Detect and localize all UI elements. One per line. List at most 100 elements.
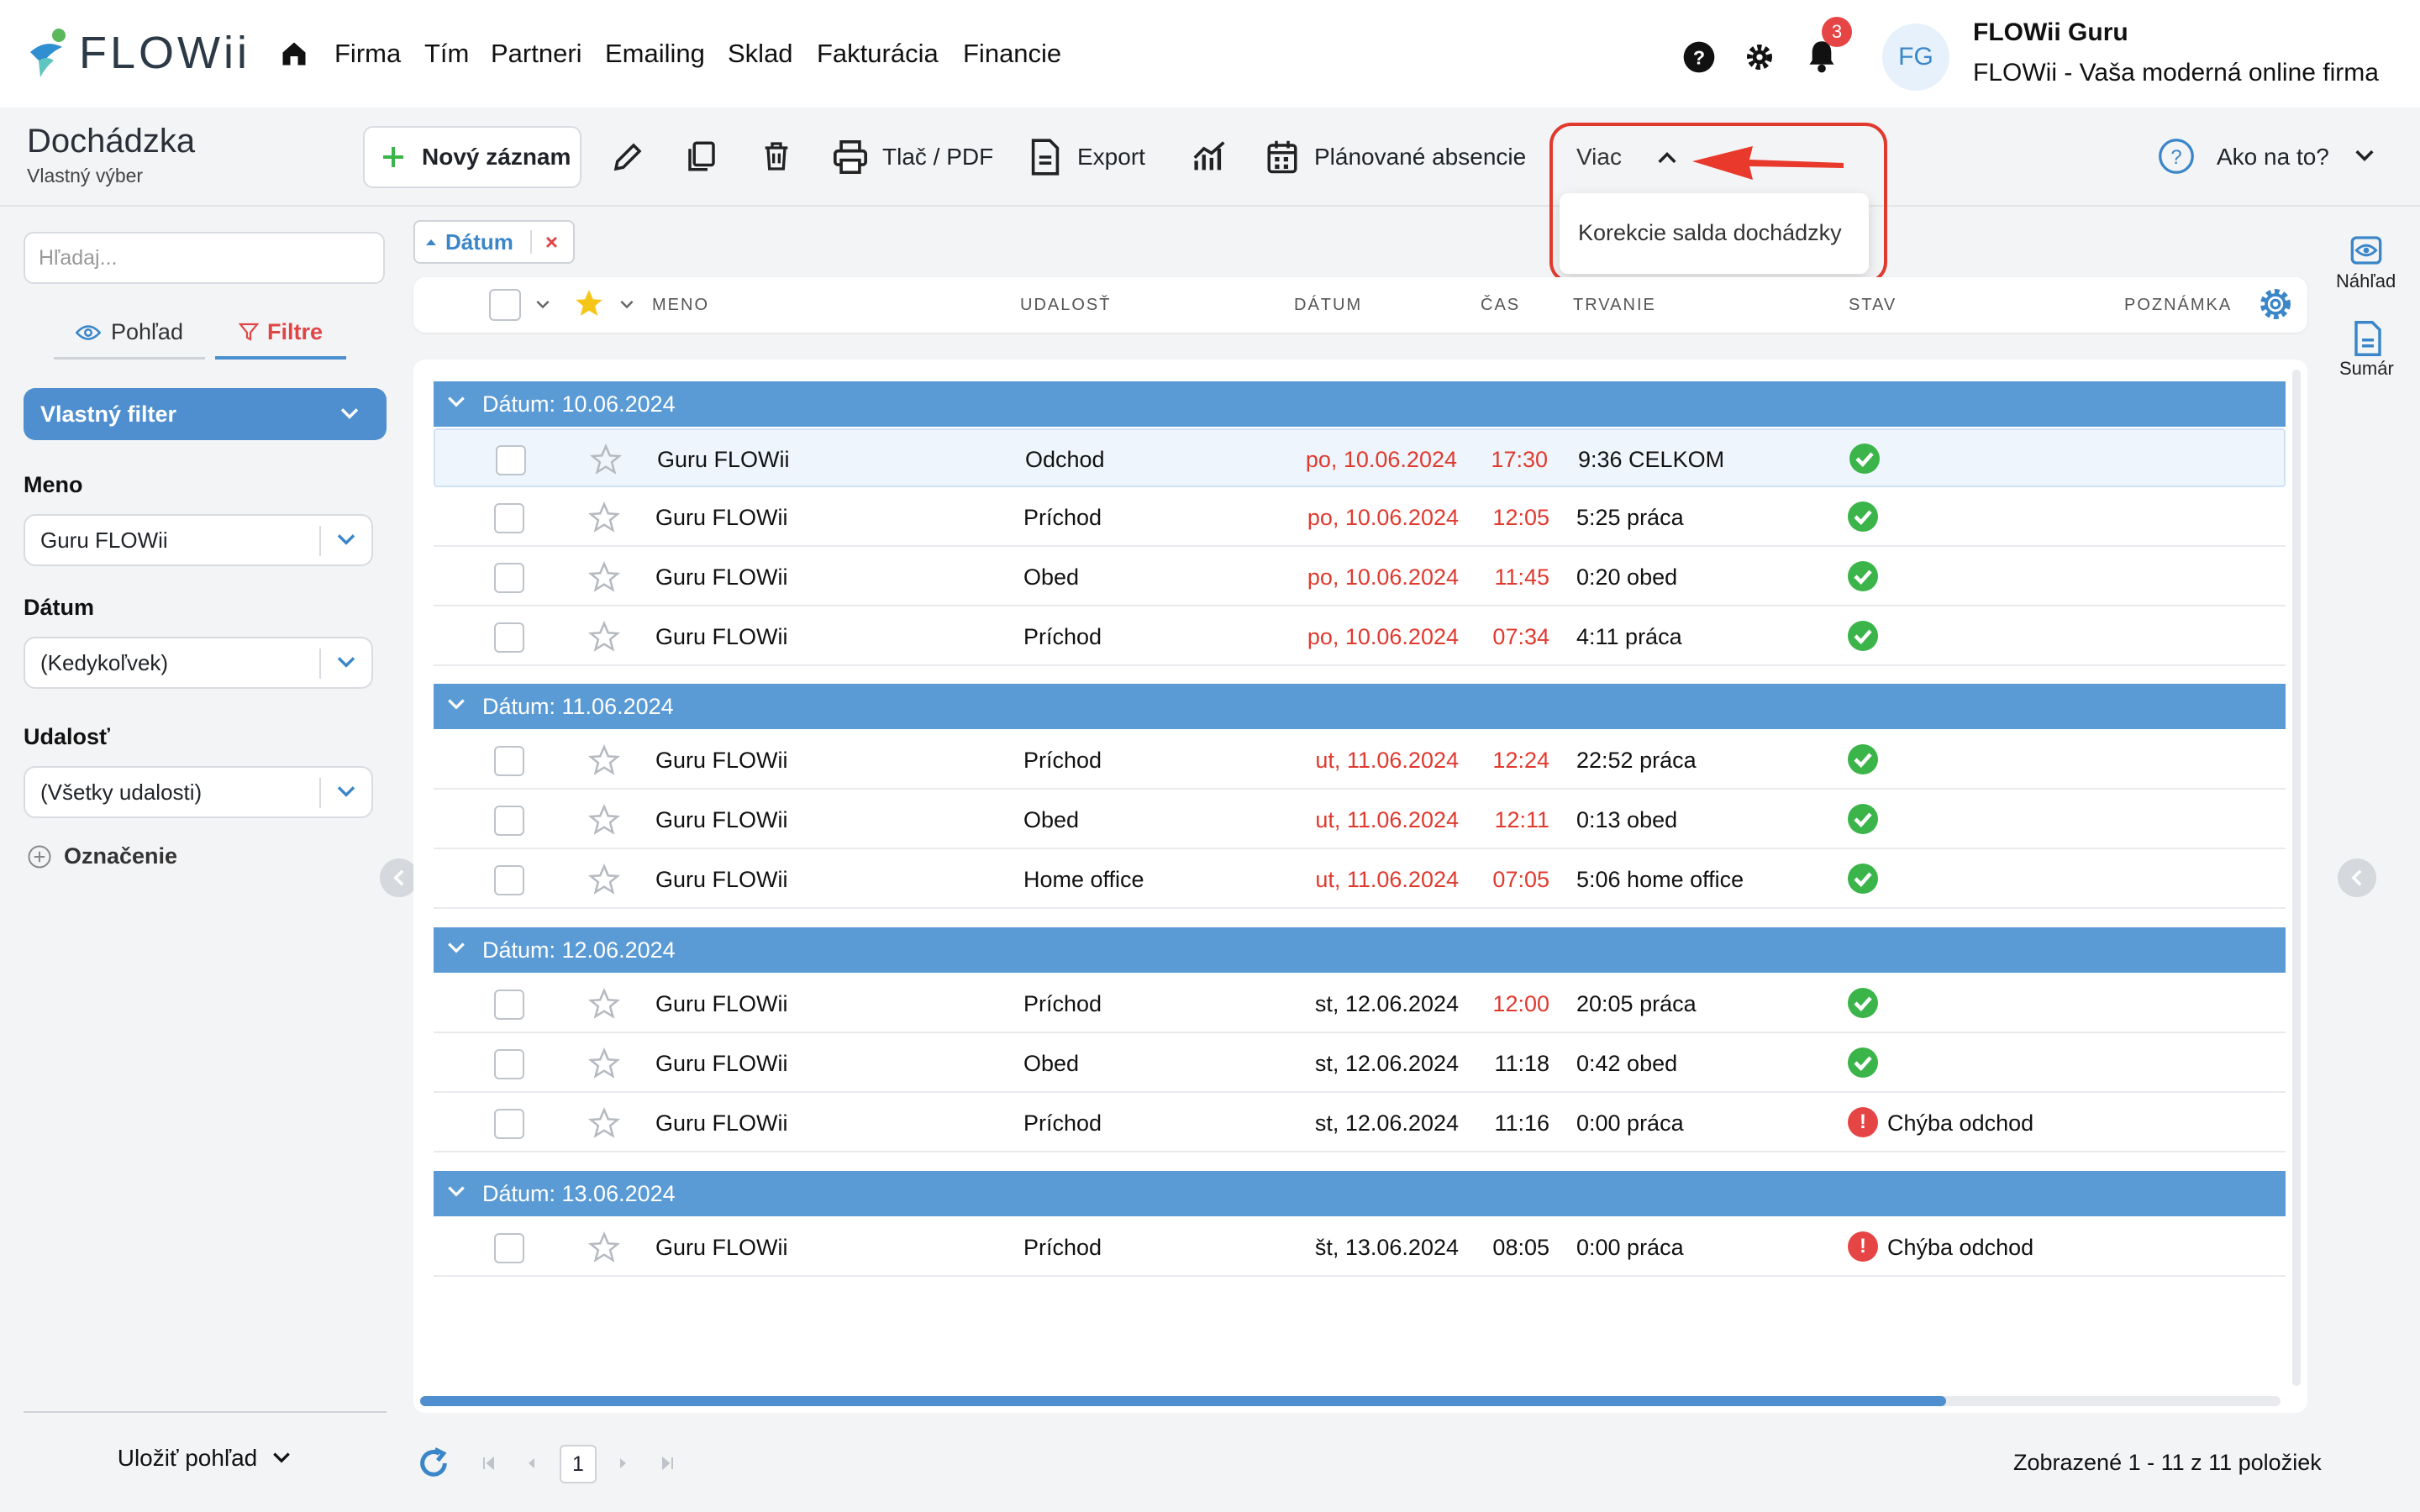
- remove-x-icon[interactable]: ×: [544, 228, 559, 255]
- collapse-right-panel-button[interactable]: [2338, 858, 2376, 897]
- current-page[interactable]: 1: [560, 1445, 597, 1483]
- delete-trash-icon[interactable]: [760, 138, 793, 175]
- star-outline-icon[interactable]: [590, 444, 622, 475]
- group-chip-date[interactable]: Dátum ×: [413, 220, 575, 264]
- chevron-down-icon[interactable]: [2353, 148, 2376, 165]
- group-header[interactable]: Dátum: 12.06.2024: [434, 927, 2286, 973]
- column-event[interactable]: UDALOSŤ: [1020, 296, 1112, 314]
- nav-emailing[interactable]: Emailing: [605, 39, 705, 68]
- user-name[interactable]: FLOWii Guru: [1973, 18, 2128, 46]
- vertical-scrollbar[interactable]: [2292, 370, 2301, 1386]
- column-status[interactable]: STAV: [1849, 296, 1897, 314]
- star-outline-icon[interactable]: [588, 1231, 620, 1263]
- star-outline-icon[interactable]: [588, 1107, 620, 1139]
- tab-filters[interactable]: Filtre: [215, 307, 346, 360]
- row-checkbox[interactable]: [494, 1049, 524, 1079]
- star-outline-icon[interactable]: [588, 621, 620, 653]
- filter-event-select[interactable]: (Všetky udalosti): [24, 766, 373, 818]
- column-name[interactable]: MENO: [652, 296, 709, 314]
- table-row[interactable]: Guru FLOWii Home office ut, 11.06.2024 07:0…: [434, 850, 2286, 909]
- print-pdf-button[interactable]: Tlač / PDF: [832, 126, 993, 188]
- row-checkbox[interactable]: [494, 806, 524, 836]
- nav-financie[interactable]: Financie: [963, 39, 1062, 68]
- nav-fakturacia[interactable]: Fakturácia: [817, 39, 939, 68]
- filter-date-select[interactable]: (Kedykoľvek): [24, 637, 373, 689]
- star-filled-icon[interactable]: [573, 287, 605, 319]
- filter-name-select[interactable]: Guru FLOWii: [24, 514, 373, 566]
- column-date[interactable]: DÁTUM: [1294, 296, 1363, 314]
- logo-icon[interactable]: [25, 27, 72, 79]
- edit-pencil-icon[interactable]: [610, 139, 645, 175]
- table-row[interactable]: Guru FLOWii Príchod st, 12.06.2024 11:16 0:0…: [434, 1094, 2286, 1152]
- table-row[interactable]: Guru FLOWii Príchod ut, 11.06.2024 12:24 22:…: [434, 731, 2286, 790]
- preview-label[interactable]: Náhľad: [2336, 270, 2396, 291]
- nav-sklad[interactable]: Sklad: [728, 39, 793, 68]
- group-header[interactable]: Dátum: 13.06.2024: [434, 1171, 2286, 1216]
- row-checkbox[interactable]: [494, 1233, 524, 1263]
- group-header[interactable]: Dátum: 10.06.2024: [434, 381, 2286, 427]
- chart-stats-icon[interactable]: [1192, 139, 1228, 173]
- logo-text[interactable]: FLOWii: [79, 28, 250, 78]
- horizontal-scrollbar-thumb[interactable]: [420, 1396, 1946, 1406]
- avatar[interactable]: FG: [1882, 24, 1949, 91]
- star-outline-icon[interactable]: [588, 864, 620, 895]
- first-page-icon[interactable]: [481, 1455, 497, 1472]
- column-settings-gear-icon[interactable]: [2257, 286, 2294, 323]
- tag-filter-toggle[interactable]: Označenie: [27, 843, 177, 869]
- table-row[interactable]: Guru FLOWii Obed po, 10.06.2024 11:45 0:20 o…: [434, 548, 2286, 606]
- group-header[interactable]: Dátum: 11.06.2024: [434, 684, 2286, 729]
- tab-view[interactable]: Pohľad: [54, 307, 205, 360]
- nav-partneri[interactable]: Partneri: [491, 39, 582, 68]
- column-note[interactable]: POZNÁMKA: [2124, 296, 2233, 314]
- star-outline-icon[interactable]: [588, 988, 620, 1020]
- collapse-sidebar-button[interactable]: [380, 858, 418, 897]
- refresh-icon[interactable]: [417, 1445, 450, 1482]
- chevron-down-icon[interactable]: [534, 299, 551, 311]
- select-all-checkbox[interactable]: [489, 289, 521, 321]
- table-row[interactable]: Guru FLOWii Príchod po, 10.06.2024 07:34 4:1…: [434, 607, 2286, 666]
- bell-icon[interactable]: [1805, 39, 1839, 74]
- table-row[interactable]: Guru FLOWii Odchod po, 10.06.2024 17:30 9:36…: [434, 428, 2286, 487]
- how-to-button[interactable]: Ako na to?: [2217, 126, 2329, 188]
- save-view-button[interactable]: Uložiť pohľad: [24, 1411, 387, 1504]
- table-row[interactable]: Guru FLOWii Príchod st, 12.06.2024 12:00 20:…: [434, 974, 2286, 1033]
- next-page-icon[interactable]: [617, 1455, 630, 1472]
- home-icon[interactable]: [279, 39, 309, 69]
- row-checkbox[interactable]: [496, 445, 526, 475]
- row-checkbox[interactable]: [494, 746, 524, 776]
- star-outline-icon[interactable]: [588, 804, 620, 836]
- nav-tim[interactable]: Tím: [424, 39, 470, 68]
- copy-icon[interactable]: [684, 138, 719, 175]
- star-outline-icon[interactable]: [588, 561, 620, 593]
- export-button[interactable]: Export: [1030, 126, 1145, 188]
- table-row[interactable]: Guru FLOWii Obed st, 12.06.2024 11:18 0:42 o…: [434, 1034, 2286, 1093]
- column-time[interactable]: ČAS: [1481, 296, 1521, 314]
- last-page-icon[interactable]: [659, 1455, 676, 1472]
- nav-firma[interactable]: Firma: [334, 39, 402, 68]
- summary-document-icon[interactable]: [2353, 321, 2383, 356]
- table-row[interactable]: Guru FLOWii Príchod št, 13.06.2024 08:05 0:0…: [434, 1218, 2286, 1277]
- prev-page-icon[interactable]: [524, 1455, 538, 1472]
- planned-absences-button[interactable]: Plánované absencie: [1265, 126, 1526, 188]
- table-row[interactable]: Guru FLOWii Príchod po, 10.06.2024 12:05 5:2…: [434, 488, 2286, 547]
- preview-eye-icon[interactable]: [2349, 234, 2383, 267]
- help-circle-icon[interactable]: ?: [2158, 138, 2195, 175]
- row-checkbox[interactable]: [494, 622, 524, 653]
- column-duration[interactable]: TRVANIE: [1573, 296, 1656, 314]
- star-outline-icon[interactable]: [588, 1047, 620, 1079]
- star-outline-icon[interactable]: [588, 501, 620, 533]
- more-button[interactable]: Viac: [1576, 126, 1679, 188]
- chevron-down-icon[interactable]: [618, 299, 635, 311]
- help-icon[interactable]: ?: [1682, 40, 1716, 74]
- row-checkbox[interactable]: [494, 865, 524, 895]
- menu-item-saldo-correction[interactable]: Korekcie salda dochádzky: [1578, 220, 1842, 245]
- custom-filter-select[interactable]: Vlastný filter: [24, 388, 387, 440]
- search-input[interactable]: Hľadaj...: [24, 232, 385, 284]
- row-checkbox[interactable]: [494, 1109, 524, 1139]
- row-checkbox[interactable]: [494, 990, 524, 1020]
- table-row[interactable]: Guru FLOWii Obed ut, 11.06.2024 12:11 0:13 o…: [434, 790, 2286, 849]
- new-record-button[interactable]: Nový záznam: [363, 126, 581, 188]
- row-checkbox[interactable]: [494, 563, 524, 593]
- summary-label[interactable]: Sumár: [2339, 358, 2394, 379]
- settings-gear-icon[interactable]: [1743, 40, 1776, 74]
